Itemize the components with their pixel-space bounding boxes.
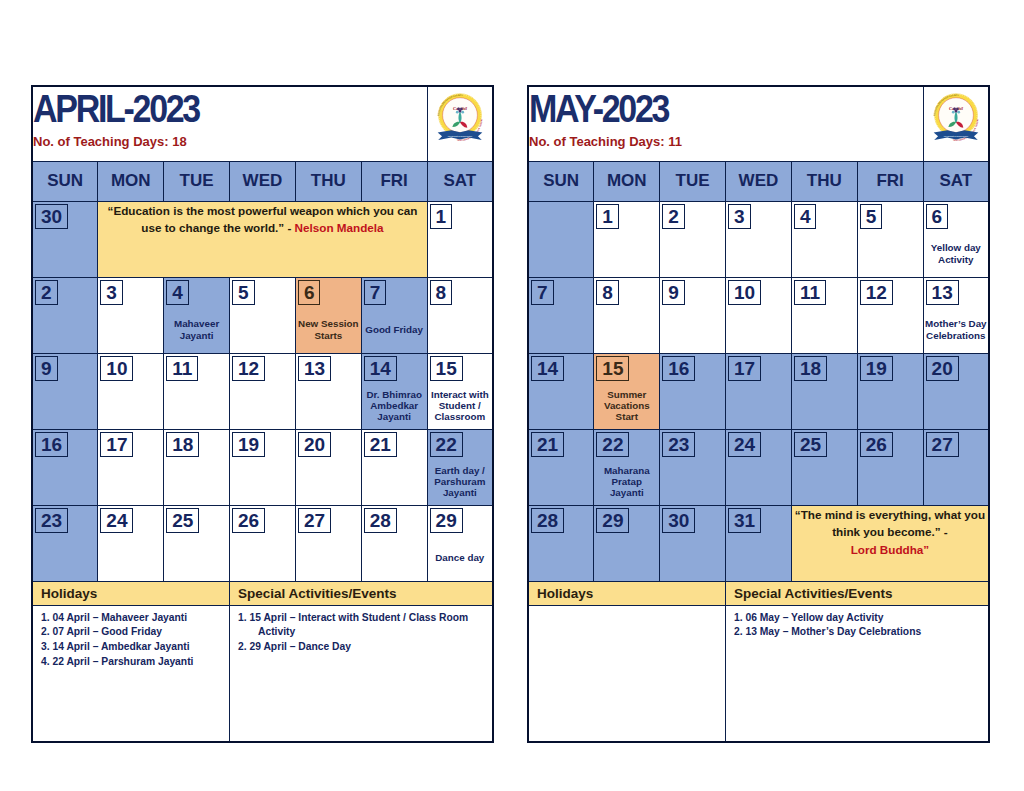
svg-text:In Pursuit of Excellence: In Pursuit of Excellence (448, 135, 473, 137)
svg-text:In Pursuit of Excellence: In Pursuit of Excellence (944, 135, 969, 137)
